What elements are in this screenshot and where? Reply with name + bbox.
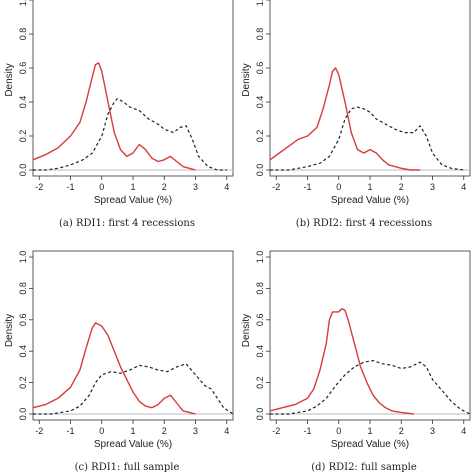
chart-2-xtick-label-6: 4: [461, 182, 466, 192]
chart-1-xtick-label-2: 0: [99, 182, 104, 192]
chart-2-xlabel: Spread Value (%): [331, 195, 409, 206]
chart-3-xtick-label-6: 4: [224, 426, 229, 436]
chart-4-xtick-label-1: -1: [303, 426, 311, 436]
chart-1-xtick-label-0: -2: [35, 182, 43, 192]
chart-1-ytick-label-5: 1.0: [18, 0, 28, 6]
chart-4-series-dashed-line: [270, 360, 471, 415]
chart-1-xtick-label-3: 1: [130, 182, 135, 192]
chart-1-xtick-label-6: 4: [224, 182, 229, 192]
chart-2-ytick-label-3: 0.6: [255, 62, 265, 75]
chart-1-ytick-label-0: 0.0: [18, 164, 28, 177]
chart-1-ytick-label-1: 0.2: [18, 130, 28, 143]
chart-4-xtick-label-2: 0: [336, 426, 341, 436]
chart-3-series-dashed-line: [33, 363, 234, 415]
chart-4-ytick-label-0: 0.0: [255, 408, 265, 421]
chart-3-ylabel: Density: [4, 314, 15, 347]
chart-3-caption: (c) RDI1: full sample: [75, 462, 180, 473]
chart-2-xtick-label-4: 2: [399, 182, 404, 192]
chart-4-ytick-label-2: 0.4: [255, 345, 265, 358]
chart-2-xtick-label-0: -2: [272, 182, 280, 192]
chart-4-xtick-label-0: -2: [272, 426, 280, 436]
chart-3-xtick-label-0: -2: [35, 426, 43, 436]
chart-2-series-solid-line: [269, 67, 420, 171]
chart-3-ytick-label-5: 1.0: [18, 251, 28, 264]
chart-1-xlabel: Spread Value (%): [94, 195, 172, 206]
chart-1-ylabel: Density: [4, 63, 15, 96]
chart-1-series-dashed-line: [33, 98, 227, 171]
chart-4-ytick-label-4: 0.8: [255, 282, 265, 295]
chart-2-xtick-label-5: 3: [430, 182, 435, 192]
chart-1-ytick-label-3: 0.6: [18, 62, 28, 75]
chart-4-series-solid-line: [269, 308, 414, 415]
chart-4-caption: (d) RDI2: full sample: [311, 462, 417, 473]
chart-4-ylabel: Density: [241, 314, 252, 347]
chart-3-ytick-label-3: 0.6: [18, 314, 28, 327]
chart-3-xtick-label-2: 0: [99, 426, 104, 436]
chart-2-ytick-label-4: 0.8: [255, 28, 265, 41]
chart-4-xtick-label-3: 1: [367, 426, 372, 436]
chart-1-ytick-label-2: 0.4: [18, 96, 28, 109]
chart-4-ytick-label-1: 0.2: [255, 376, 265, 389]
chart-4-xtick-label-4: 2: [399, 426, 404, 436]
chart-4-ytick-label-3: 0.6: [255, 314, 265, 327]
chart-4-ytick-label-5: 1.0: [255, 251, 265, 264]
chart-2-ytick-label-0: 0.0: [255, 164, 265, 177]
chart-2-xtick-label-3: 1: [367, 182, 372, 192]
chart-3-ytick-label-0: 0.0: [18, 408, 28, 421]
chart-3-xtick-label-3: 1: [130, 426, 135, 436]
chart-2-series-dashed-line: [270, 106, 464, 171]
chart-4-xtick-label-6: 4: [461, 426, 466, 436]
chart-1-xtick-label-1: -1: [66, 182, 74, 192]
chart-3-xtick-label-1: -1: [66, 426, 74, 436]
chart-3-ytick-label-2: 0.4: [18, 345, 28, 358]
chart-2-xtick-label-2: 0: [336, 182, 341, 192]
chart-2-caption: (b) RDI2: first 4 recessions: [296, 218, 432, 229]
chart-3-ytick-label-1: 0.2: [18, 376, 28, 389]
chart-1-xtick-label-4: 2: [162, 182, 167, 192]
chart-2-ytick-label-5: 1.0: [255, 0, 265, 6]
chart-4-xtick-label-5: 3: [430, 426, 435, 436]
chart-2-ytick-label-1: 0.2: [255, 130, 265, 143]
chart-2-ytick-label-2: 0.4: [255, 96, 265, 109]
chart-2-xtick-label-1: -1: [303, 182, 311, 192]
chart-3-ytick-label-4: 0.8: [18, 282, 28, 295]
chart-3-series-solid-line: [32, 322, 196, 415]
chart-1-xtick-label-5: 3: [193, 182, 198, 192]
chart-1-ytick-label-4: 0.8: [18, 28, 28, 41]
chart-4-plot-frame: [269, 250, 471, 421]
chart-1-series-solid-line: [32, 62, 196, 171]
chart-3-xtick-label-5: 3: [193, 426, 198, 436]
chart-1-caption: (a) RDI1: first 4 recessions: [59, 218, 195, 229]
chart-4-xlabel: Spread Value (%): [331, 439, 409, 450]
chart-3-xlabel: Spread Value (%): [94, 439, 172, 450]
chart-1-plot-frame: [32, 0, 234, 177]
chart-3-xtick-label-4: 2: [162, 426, 167, 436]
chart-2-ylabel: Density: [241, 63, 252, 96]
